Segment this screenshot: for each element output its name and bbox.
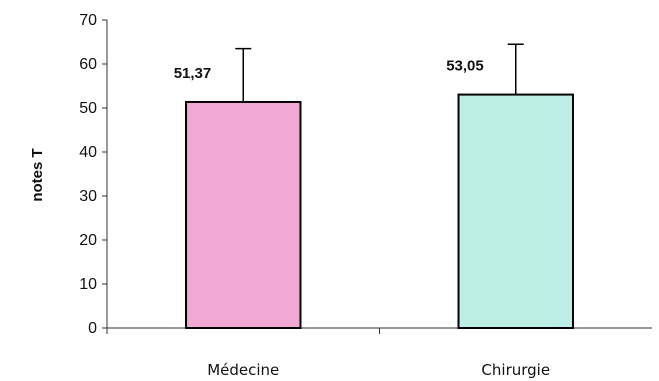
- y-tick-label: 20: [79, 232, 97, 249]
- y-tick-label: 50: [79, 100, 97, 117]
- y-axis-label: notes T: [29, 148, 46, 201]
- x-tick-label: Chirurgie: [481, 361, 550, 379]
- y-tick-label: 40: [79, 144, 97, 161]
- bar-2: [457, 93, 574, 329]
- y-axis: 0 10 20 30 40 50 60 70: [79, 12, 108, 337]
- data-label: 53,05: [446, 58, 484, 75]
- x-tick-label: Médecine: [207, 361, 279, 379]
- bar-1: [185, 100, 302, 329]
- data-label: 51,37: [174, 65, 212, 82]
- y-tick-label: 30: [79, 188, 97, 205]
- bars: 51,37 Médecine 53,05 Chirurgie: [174, 43, 574, 379]
- y-tick-label: 70: [79, 12, 97, 29]
- y-tick-label: 60: [79, 56, 97, 73]
- y-tick-label: 0: [88, 320, 97, 337]
- y-tick-label: 10: [79, 276, 97, 293]
